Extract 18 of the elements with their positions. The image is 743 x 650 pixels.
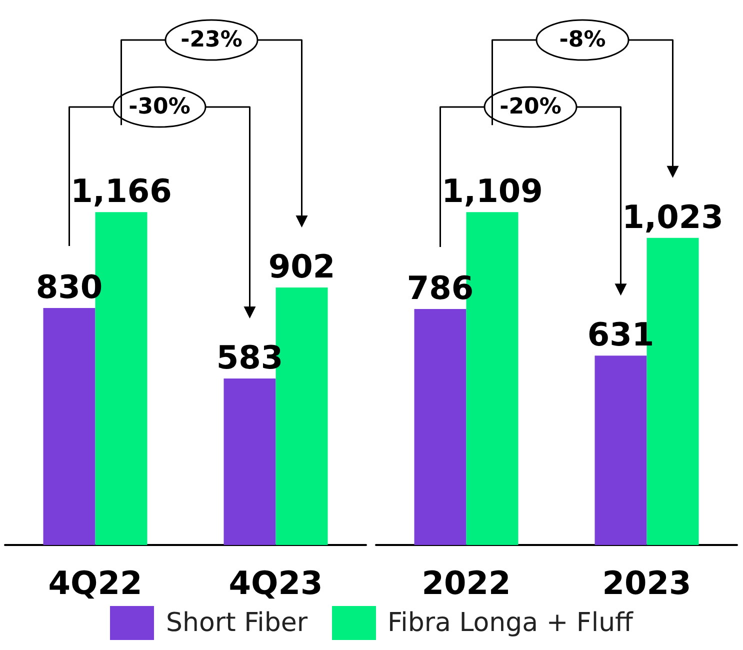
bar (43, 308, 96, 545)
bar (594, 356, 647, 545)
x-tick-label: 2023 (602, 564, 692, 602)
legend-label: Fibra Longa + Fluff (388, 608, 633, 638)
x-tick-label: 4Q22 (48, 564, 142, 602)
data-label: 1,166 (70, 172, 172, 210)
data-label: 902 (268, 247, 336, 286)
x-tick-label: 2022 (422, 564, 511, 602)
text: -30% (128, 94, 190, 120)
text: -23% (180, 28, 242, 52)
text: -20% (500, 94, 562, 120)
bar (224, 378, 276, 545)
text: -8% (559, 28, 606, 52)
bar (414, 309, 466, 545)
legend-label: Short Fiber (166, 608, 308, 638)
x-tick-label: 4Q23 (228, 564, 323, 602)
data-label: 1,023 (622, 198, 724, 236)
data-label: 1,109 (442, 172, 543, 210)
